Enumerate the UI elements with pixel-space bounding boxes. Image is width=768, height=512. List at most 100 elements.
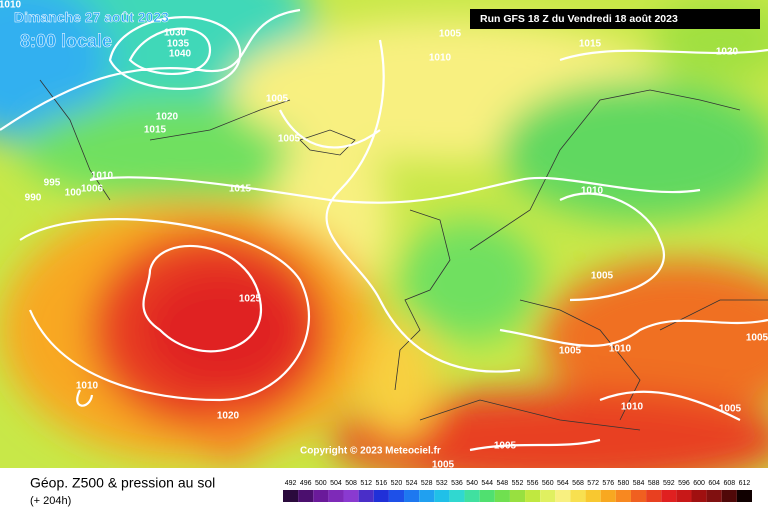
legend-label: 512 xyxy=(360,480,372,487)
legend-label: 496 xyxy=(300,480,312,487)
legend-label: 556 xyxy=(527,480,539,487)
date: Dimanche 27 août 2023 xyxy=(14,9,169,25)
legend-swatch xyxy=(509,490,526,502)
isobar-label: 995 xyxy=(44,178,61,189)
legend-swatch xyxy=(449,490,465,502)
isobar-label: 1035 xyxy=(167,39,190,50)
legend-swatch xyxy=(328,490,344,502)
legend-swatch xyxy=(313,490,329,502)
isobar-label: 1015 xyxy=(144,125,167,136)
isobar-label: 1005 xyxy=(494,441,517,452)
legend-label: 580 xyxy=(618,480,630,487)
legend-label: 600 xyxy=(693,480,705,487)
isobar-label: 1015 xyxy=(229,184,252,195)
legend-swatch xyxy=(358,490,374,502)
legend-swatch xyxy=(721,490,737,502)
isobar-label: 1030 xyxy=(164,28,187,39)
legend-label: 548 xyxy=(497,480,509,487)
legend-label: 560 xyxy=(542,480,554,487)
legend-swatch xyxy=(646,490,662,502)
isobars xyxy=(0,8,768,452)
legend-label: 608 xyxy=(723,480,735,487)
legend-swatch xyxy=(434,490,450,502)
legend-swatch xyxy=(661,490,677,502)
isobar-label: 1010 xyxy=(609,344,632,355)
legend-swatch xyxy=(298,490,314,502)
run-info: Run GFS 18 Z du Vendredi 18 août 2023 xyxy=(480,13,678,25)
legend-label: 528 xyxy=(421,480,433,487)
legend-label: 604 xyxy=(708,480,720,487)
isobar-label: 1020 xyxy=(716,47,739,58)
legend-swatch xyxy=(676,490,692,502)
legend-label: 576 xyxy=(602,480,614,487)
legend-swatch xyxy=(555,490,571,502)
isobar-label: 1005 xyxy=(278,134,301,145)
legend-swatch xyxy=(736,490,752,502)
legend-label: 524 xyxy=(406,480,418,487)
copyright: Copyright © 2023 Meteociel.fr xyxy=(300,446,441,457)
isobar-label: 1005 xyxy=(439,29,462,40)
isobar-label: 1006 xyxy=(81,184,104,195)
isobar-label: 1015 xyxy=(579,39,602,50)
legend-label: 520 xyxy=(391,480,403,487)
isobar-label: 1005 xyxy=(266,94,289,105)
legend-label: 564 xyxy=(557,480,569,487)
isobar-label: 1040 xyxy=(169,49,192,60)
legend-swatch xyxy=(388,490,405,502)
legend-label: 572 xyxy=(587,480,599,487)
lead-time: (+ 204h) xyxy=(30,495,71,507)
isobar-label: 1010 xyxy=(91,171,114,182)
legend-label: 568 xyxy=(572,480,584,487)
legend-label: 584 xyxy=(633,480,645,487)
legend-swatch xyxy=(419,490,435,502)
legend-label: 532 xyxy=(436,480,448,487)
color-legend: 492 496 500 504 508 512 516 520 524 528 532 536 540 5… xyxy=(283,480,752,502)
legend-swatch xyxy=(343,490,359,502)
legend-label: 552 xyxy=(512,480,524,487)
legend-label: 540 xyxy=(466,480,478,487)
legend-swatch xyxy=(630,490,647,502)
legend-swatch xyxy=(570,490,586,502)
legend-swatch xyxy=(615,490,631,502)
legend-swatch xyxy=(600,490,616,502)
legend-label: 504 xyxy=(330,480,342,487)
legend-label: 508 xyxy=(345,480,357,487)
isobar-label: 1025 xyxy=(239,294,262,305)
isobar-label: 1010 xyxy=(621,402,644,413)
legend-label: 544 xyxy=(481,480,493,487)
legend-swatch xyxy=(706,490,722,502)
legend-swatch xyxy=(479,490,495,502)
isobar-label: 1010 xyxy=(76,381,99,392)
legend-swatch xyxy=(691,490,707,502)
isobar-label: 1010 xyxy=(581,186,604,197)
legend-label: 592 xyxy=(663,480,675,487)
footer-title: Géop. Z500 & pression au sol xyxy=(30,475,215,491)
legend-swatch xyxy=(464,490,480,502)
coastline xyxy=(39,79,768,431)
isobar-label: 1005 xyxy=(591,271,614,282)
run-box xyxy=(470,9,760,29)
isobar-label: 1020 xyxy=(217,411,240,422)
isobar-label: 1005 xyxy=(432,460,455,471)
isobar-label: 1010 xyxy=(429,53,452,64)
legend-swatch xyxy=(540,490,556,502)
legend-label: 612 xyxy=(739,480,751,487)
legend-label: 500 xyxy=(315,480,327,487)
isobar-label: 990 xyxy=(25,193,42,204)
local-time: 8:00 locale xyxy=(20,31,112,51)
isobar-label: 100 xyxy=(65,188,82,199)
legend-swatch xyxy=(494,490,510,502)
isobar-label: 1005 xyxy=(559,346,582,357)
isobar-label: 1020 xyxy=(156,112,179,123)
legend-label: 516 xyxy=(375,480,387,487)
legend-label: 588 xyxy=(648,480,660,487)
legend-swatch xyxy=(404,490,420,502)
isobar-label: 1005 xyxy=(719,404,742,415)
isobar-label: 1005 xyxy=(746,333,768,344)
legend-label: 492 xyxy=(285,480,297,487)
isobar-label: 1010 xyxy=(0,0,22,11)
